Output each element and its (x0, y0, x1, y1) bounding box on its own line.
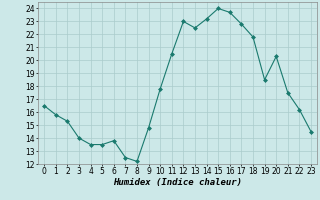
X-axis label: Humidex (Indice chaleur): Humidex (Indice chaleur) (113, 178, 242, 187)
